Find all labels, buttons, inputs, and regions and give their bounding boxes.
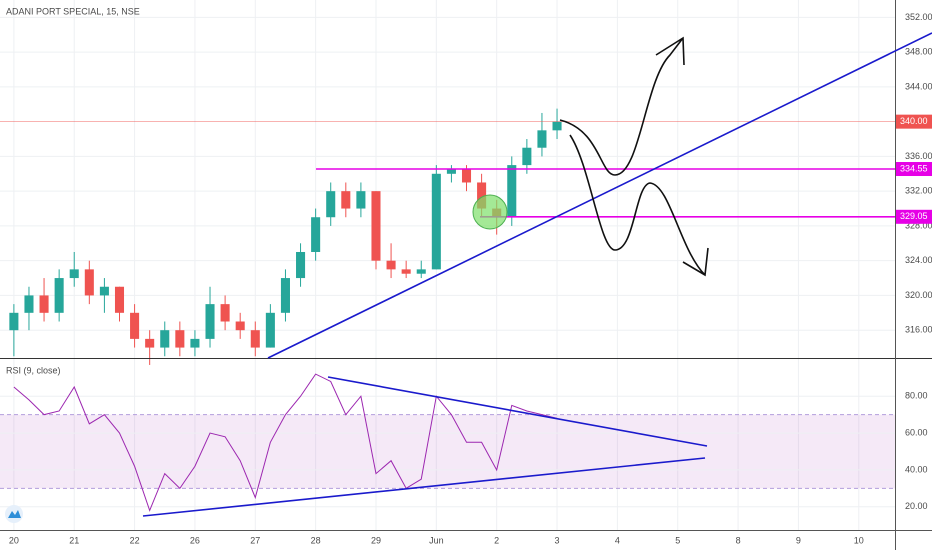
candle-body <box>205 304 215 339</box>
candle-body <box>552 121 562 131</box>
y-tick-label: 352.00 <box>905 12 932 22</box>
x-tick-label: Jun <box>429 535 444 545</box>
candle-body <box>39 295 49 313</box>
candle-body <box>280 278 290 313</box>
x-tick-label: 10 <box>854 535 864 545</box>
y-tick-label: 320.00 <box>905 290 932 300</box>
candle-body <box>296 251 306 279</box>
x-tick-label: 21 <box>69 535 79 545</box>
triangle-upper <box>327 376 708 447</box>
candle-body <box>130 312 140 339</box>
x-tick-label: 27 <box>250 535 260 545</box>
candle-body <box>477 182 487 209</box>
level-label: 334.55 <box>900 163 928 173</box>
candle-body <box>114 286 125 313</box>
triangle-lower <box>142 457 706 517</box>
x-tick-label: 28 <box>311 535 321 545</box>
highlight-circle <box>472 194 508 230</box>
y-tick-label: 80.00 <box>905 391 928 401</box>
candle-body <box>69 269 79 279</box>
candle-body <box>416 269 426 274</box>
level-label: 329.05 <box>900 211 928 221</box>
x-tick-label: 22 <box>130 535 140 545</box>
trend-line <box>267 32 932 359</box>
last-price-label-box <box>896 114 932 129</box>
x-tick-label: 2 <box>494 535 499 545</box>
candle-body <box>99 286 109 296</box>
x-tick-label: 20 <box>9 535 19 545</box>
rsi-line <box>13 373 558 512</box>
x-tick-label: 4 <box>615 535 620 545</box>
rsi-band <box>0 414 895 489</box>
x-tick-label: 3 <box>555 535 560 545</box>
candle-body <box>160 330 170 348</box>
arrow-down-drawing <box>569 134 709 277</box>
x-tick-label: 8 <box>736 535 741 545</box>
last-price-label: 340.00 <box>900 116 928 126</box>
candle-body <box>145 338 155 348</box>
candle-body <box>9 312 19 331</box>
candle-body <box>386 260 396 270</box>
y-tick-label: 344.00 <box>905 81 932 91</box>
logo <box>5 505 23 523</box>
candle-body <box>265 312 275 348</box>
y-tick-label: 332.00 <box>905 186 932 196</box>
candle-body <box>190 338 200 348</box>
y-tick-label: 328.00 <box>905 220 932 230</box>
candle-body <box>522 147 532 166</box>
candle-body <box>54 278 64 313</box>
arrow-up-drawing <box>559 36 685 176</box>
candle-body <box>250 330 260 348</box>
y-tick-label: 324.00 <box>905 255 932 265</box>
y-tick-label: 316.00 <box>905 325 932 335</box>
x-tick-label: 29 <box>371 535 381 545</box>
level-label-box <box>896 209 932 224</box>
y-tick-label: 60.00 <box>905 427 928 437</box>
x-tick-label: 26 <box>190 535 200 545</box>
level-label-box <box>896 162 932 177</box>
x-tick-label: 5 <box>675 535 680 545</box>
candle-body <box>446 169 456 174</box>
marks <box>0 108 895 512</box>
candle-body <box>24 295 34 313</box>
candle-body <box>311 217 321 252</box>
y-tick-label: 336.00 <box>905 151 932 161</box>
candle-body <box>461 169 472 183</box>
candle-body <box>341 191 351 209</box>
y-tick-label: 20.00 <box>905 501 928 511</box>
rsi-title: RSI (9, close) <box>6 365 61 375</box>
y-tick-label: 40.00 <box>905 464 928 474</box>
grid <box>0 0 895 530</box>
y-tick-label: 348.00 <box>905 47 932 57</box>
candle-body <box>326 191 336 218</box>
candle-body <box>175 330 185 348</box>
candle-body <box>84 269 94 296</box>
chart-title: ADANI PORT SPECIAL, 15, NSE <box>6 6 140 16</box>
x-tick-label: 9 <box>796 535 801 545</box>
candle-body <box>220 304 230 322</box>
candle-body <box>537 130 547 148</box>
candle-body <box>356 191 366 209</box>
candle-body <box>371 191 381 261</box>
candle-body <box>431 173 441 270</box>
candle-body <box>235 321 245 331</box>
candle-body <box>507 165 517 218</box>
candle-body <box>401 269 411 274</box>
